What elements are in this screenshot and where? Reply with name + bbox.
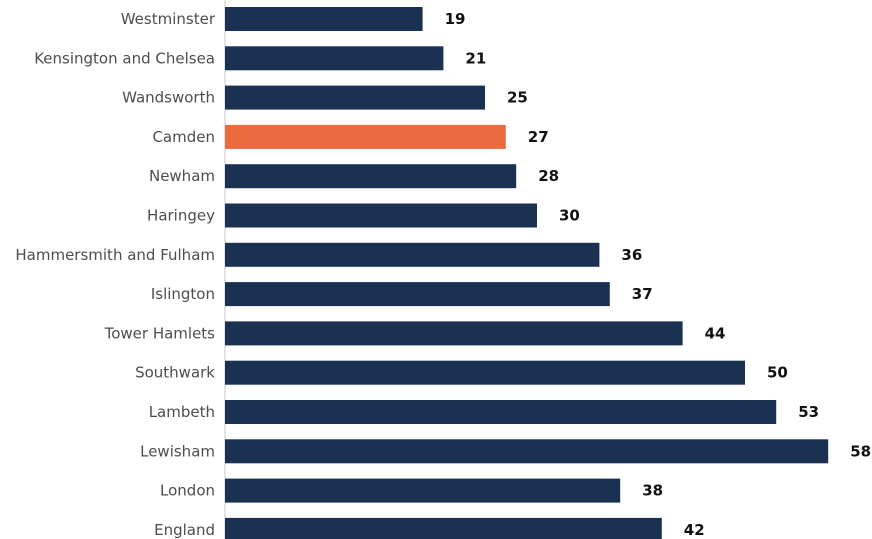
value-label-haringey: 30	[559, 207, 580, 225]
value-label-southwark: 50	[767, 364, 788, 382]
bar-hammersmith-and-fulham	[225, 242, 600, 267]
category-label-westminster: Westminster	[121, 10, 216, 28]
category-label-islington: Islington	[151, 285, 215, 303]
value-label-camden: 27	[528, 128, 549, 146]
bar-islington	[225, 282, 610, 307]
value-label-kensington-and-chelsea: 21	[465, 49, 486, 67]
bar-london	[225, 478, 621, 503]
value-label-newham: 28	[538, 167, 559, 185]
value-label-tower-hamlets: 44	[705, 324, 726, 342]
bar-england	[225, 517, 662, 539]
category-label-kensington-and-chelsea: Kensington and Chelsea	[34, 49, 215, 67]
category-labels-layer: Westminster Kensington and Chelsea Wandswo…	[15, 10, 215, 539]
category-label-hammersmith-and-fulham: Hammersmith and Fulham	[15, 246, 215, 264]
value-label-hammersmith-and-fulham: 36	[621, 246, 642, 264]
value-label-england: 42	[684, 521, 705, 539]
bars-layer	[224, 0, 829, 539]
bar-southwark	[225, 360, 745, 385]
category-label-lewisham: Lewisham	[140, 442, 215, 460]
value-label-lewisham: 58	[850, 442, 871, 460]
bar-newham	[225, 164, 517, 189]
value-label-islington: 37	[632, 285, 653, 303]
category-label-haringey: Haringey	[147, 207, 215, 225]
category-label-lambeth: Lambeth	[149, 403, 215, 421]
bar-westminster	[225, 7, 423, 31]
bar-lambeth	[225, 400, 777, 424]
value-label-london: 38	[642, 482, 663, 500]
bar-wandsworth	[225, 85, 485, 110]
value-label-lambeth: 53	[798, 403, 819, 421]
category-label-england: England	[154, 521, 215, 539]
bar-kensington-and-chelsea	[225, 46, 444, 71]
bar-tower-hamlets	[225, 321, 683, 346]
category-label-wandsworth: Wandsworth	[122, 89, 215, 107]
bar-lewisham	[225, 439, 829, 464]
bar-camden	[225, 124, 506, 149]
bar-haringey	[225, 203, 537, 228]
value-label-wandsworth: 25	[507, 89, 528, 107]
category-label-tower-hamlets: Tower Hamlets	[104, 324, 216, 342]
category-label-london: London	[160, 482, 215, 500]
category-label-camden: Camden	[152, 128, 215, 146]
value-label-westminster: 19	[445, 10, 466, 28]
category-label-southwark: Southwark	[135, 364, 215, 382]
value-labels-layer: 19 21 25 27 28 30 36 37 44 50 53 58 38 42	[445, 10, 871, 539]
category-label-newham: Newham	[149, 167, 215, 185]
